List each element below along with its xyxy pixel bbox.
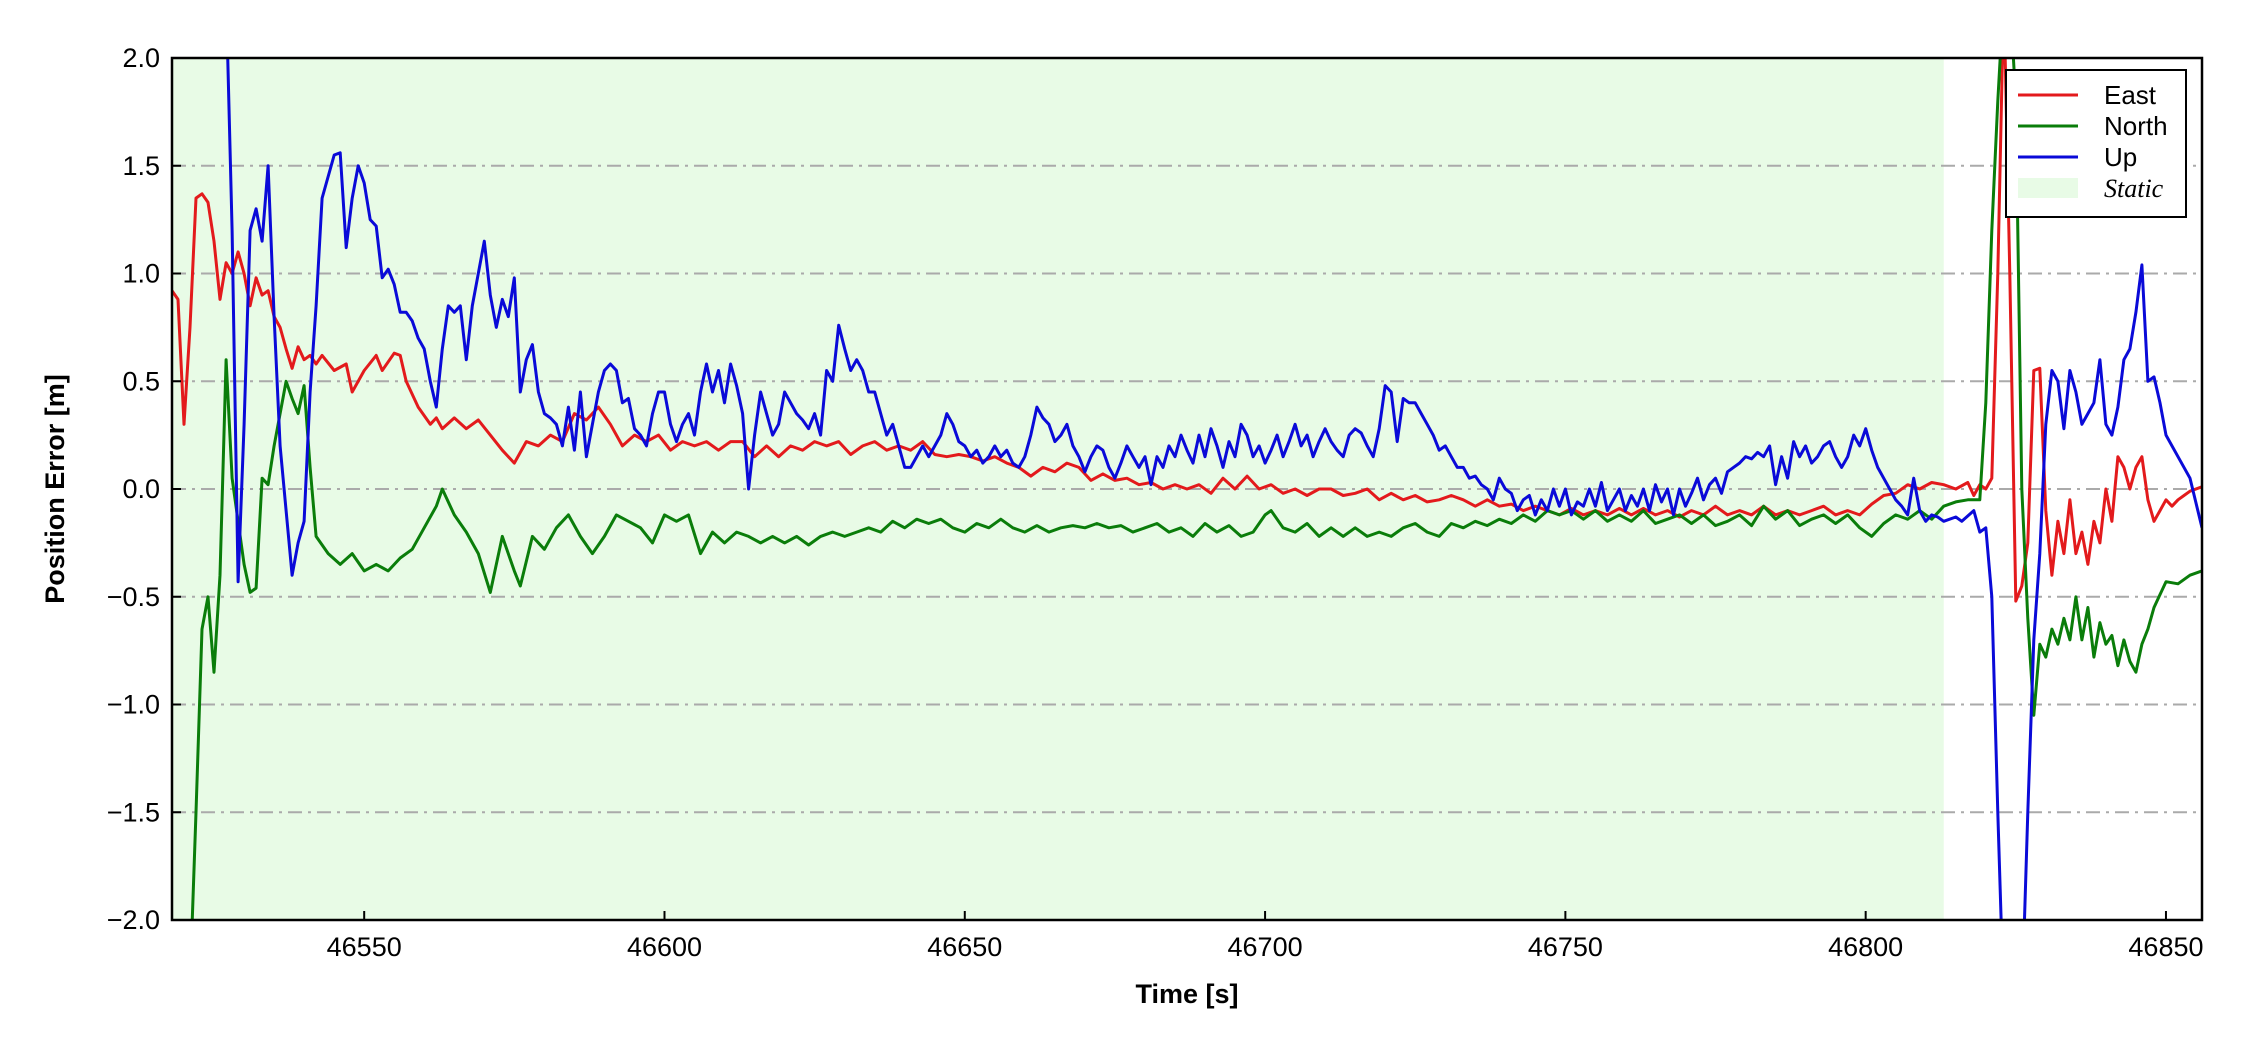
y-tick-label: −1.0 — [107, 690, 160, 720]
legend-static-swatch — [2018, 178, 2078, 198]
x-tick-label: 46550 — [327, 932, 402, 962]
y-tick-label: 1.5 — [122, 151, 160, 181]
x-tick-label: 46650 — [927, 932, 1002, 962]
y-axis: −2.0 −1.5 −1.0 −0.5 0.0 0.5 1.0 1.5 2.0 — [107, 43, 181, 935]
x-axis-label: Time [s] — [1135, 979, 1238, 1009]
series-line-north — [190, 58, 2202, 920]
x-tick-label: 46600 — [627, 932, 702, 962]
y-tick-label: 2.0 — [122, 43, 160, 73]
y-tick-label: −1.5 — [107, 797, 160, 827]
x-tick-label: 46850 — [2128, 932, 2203, 962]
x-axis: 46550 46600 46650 46700 46750 46800 46850 — [327, 911, 2204, 962]
legend-north-label: North — [2104, 111, 2168, 141]
legend-up-label: Up — [2104, 142, 2137, 172]
y-tick-label: 1.0 — [122, 259, 160, 289]
legend-east-label: East — [2104, 80, 2157, 110]
y-tick-label: 0.5 — [122, 366, 160, 396]
x-tick-label: 46750 — [1528, 932, 1603, 962]
y-axis-label: Position Error [m] — [40, 374, 70, 604]
x-tick-label: 46800 — [1828, 932, 1903, 962]
y-tick-label: 0.0 — [122, 474, 160, 504]
legend-static-label: Static — [2104, 174, 2164, 203]
series-line-up — [226, 58, 2202, 920]
x-tick-label: 46700 — [1228, 932, 1303, 962]
series-group — [172, 58, 2202, 920]
series-line-east — [172, 58, 2202, 603]
y-tick-label: −2.0 — [107, 905, 160, 935]
y-tick-label: −0.5 — [107, 582, 160, 612]
legend: East North Up Static — [2005, 69, 2187, 218]
